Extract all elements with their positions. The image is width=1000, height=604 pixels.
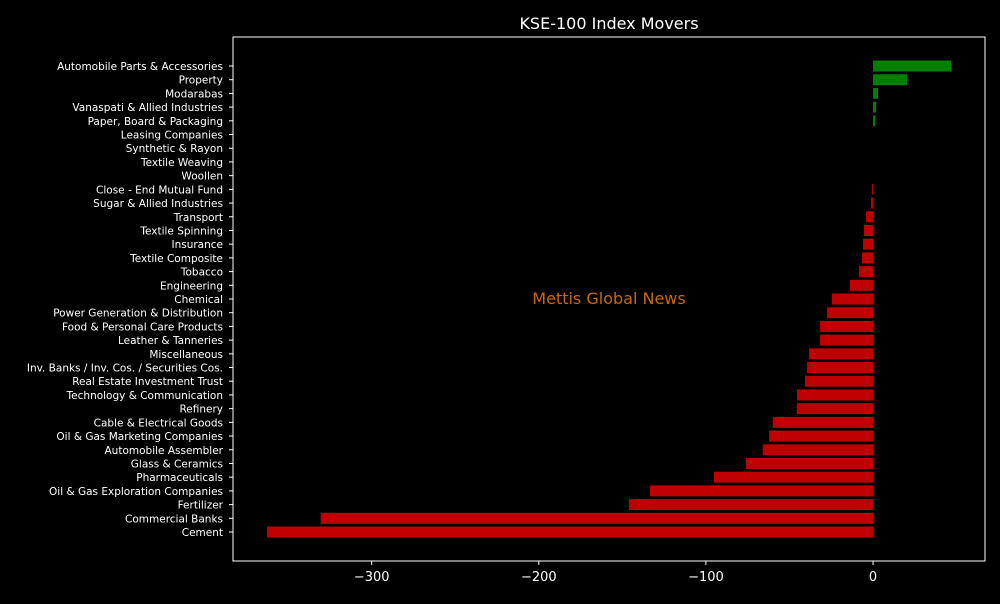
y-tick-label: Modarabas — [165, 88, 223, 100]
bar — [769, 430, 874, 442]
y-tick-label: Automobile Assembler — [105, 445, 224, 457]
plot-frame — [232, 36, 986, 562]
bar — [873, 115, 876, 127]
y-tick-label: Technology & Communication — [66, 390, 223, 402]
x-ticks: −300 −200 −100 0 — [354, 561, 877, 585]
y-tick-label: Textile Composite — [129, 253, 223, 265]
x-tick-label: −100 — [688, 570, 724, 585]
y-tick-label: Close - End Mutual Fund — [96, 184, 223, 196]
y-tick-label: Synthetic & Rayon — [126, 143, 223, 155]
y-tick-label: Transport — [173, 212, 223, 224]
bar — [873, 87, 879, 99]
bar — [320, 512, 874, 524]
y-tick-label: Woollen — [181, 171, 223, 183]
y-tick-label: Pharmaceuticals — [136, 472, 223, 484]
x-tick-label: −300 — [354, 570, 390, 585]
y-tick-label: Paper, Board & Packaging — [88, 116, 223, 128]
y-tick-label: Chemical — [174, 294, 223, 306]
bar — [873, 101, 877, 113]
bar — [807, 362, 874, 374]
y-tick-label: Vanaspati & Allied Industries — [72, 102, 223, 114]
bar — [745, 457, 874, 469]
y-tick-label: Engineering — [160, 280, 223, 292]
bar — [866, 211, 874, 223]
bars-group — [266, 60, 952, 538]
bar — [872, 183, 874, 195]
y-tick-label: Automobile Parts & Accessories — [57, 61, 223, 73]
bar — [873, 60, 952, 72]
y-tick-labels: Automobile Parts & Accessories PropertyMo… — [27, 61, 233, 539]
x-tick-label: 0 — [869, 570, 877, 585]
y-tick-label: Refinery — [179, 404, 223, 416]
bar — [863, 238, 874, 250]
y-tick-label: Insurance — [171, 239, 223, 251]
bar — [809, 348, 874, 360]
y-tick-label: Inv. Banks / Inv. Cos. / Securities Cos. — [27, 363, 223, 375]
x-tick-label: −200 — [521, 570, 557, 585]
y-tick-label: Oil & Gas Exploration Companies — [49, 486, 223, 498]
y-tick-label: Cable & Electrical Goods — [94, 417, 223, 429]
bar — [864, 224, 874, 236]
bar — [266, 526, 874, 538]
bar — [827, 307, 874, 319]
bar — [849, 279, 874, 291]
bar — [862, 252, 874, 264]
y-tick-label: Fertilizer — [178, 500, 224, 512]
bar — [713, 471, 874, 483]
y-tick-label: Textile Weaving — [140, 157, 223, 169]
bar — [871, 197, 874, 209]
y-tick-label: Commercial Banks — [125, 513, 223, 525]
bar — [831, 293, 874, 305]
y-tick-label: Cement — [182, 527, 223, 539]
bar — [805, 375, 874, 387]
y-tick-label: Real Estate Investment Trust — [72, 376, 223, 388]
y-tick-label: Textile Spinning — [139, 225, 223, 237]
y-tick-label: Leather & Tanneries — [118, 335, 223, 347]
bar — [873, 74, 908, 86]
bar — [797, 389, 874, 401]
bar — [820, 334, 874, 346]
bar — [772, 416, 874, 428]
bar — [762, 444, 874, 456]
y-tick-label: Power Generation & Distribution — [53, 308, 223, 320]
bar — [796, 403, 874, 415]
y-tick-label: Glass & Ceramics — [131, 458, 223, 470]
bar — [628, 499, 874, 511]
y-tick-label: Miscellaneous — [149, 349, 223, 361]
y-tick-label: Oil & Gas Marketing Companies — [56, 431, 223, 443]
y-tick-label: Sugar & Allied Industries — [93, 198, 223, 210]
y-tick-label: Property — [179, 75, 223, 87]
y-tick-label: Food & Personal Care Products — [62, 321, 223, 333]
y-tick-label: Leasing Companies — [121, 130, 223, 142]
bar — [858, 266, 874, 278]
bar — [649, 485, 874, 497]
chart-title: KSE-100 Index Movers — [519, 14, 698, 33]
y-tick-label: Tobacco — [180, 267, 223, 279]
watermark: Mettis Global News — [532, 289, 685, 308]
bar — [820, 320, 874, 332]
